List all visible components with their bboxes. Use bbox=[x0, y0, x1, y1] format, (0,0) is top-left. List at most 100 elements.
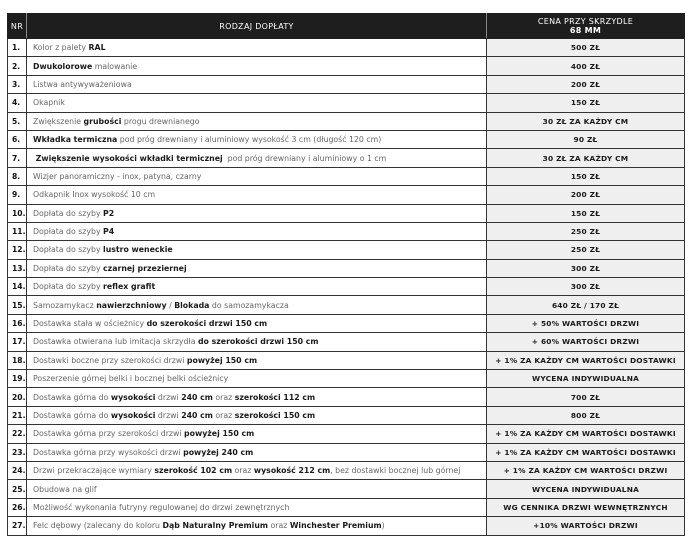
description-bold-segment: P4 bbox=[103, 227, 115, 237]
table-row: 16. Dostawka stała w ościeżnicy do szerok… bbox=[7, 313, 685, 334]
description-bold-segment: czarnej przeziernej bbox=[103, 263, 187, 273]
description-segment: oraz bbox=[268, 521, 290, 531]
row-number: 27. bbox=[7, 516, 27, 536]
row-price: 150 ZŁ bbox=[486, 166, 685, 187]
row-number: 19. bbox=[7, 369, 27, 389]
description-segment: Okapnik bbox=[33, 98, 65, 108]
row-description: Poszerzenie górnej belki i bocznej belki… bbox=[26, 369, 487, 389]
description-segment: Dostawka górna do bbox=[33, 392, 111, 402]
description-segment: Dostawka stała w ościeżnicy bbox=[33, 319, 147, 329]
description-segment: ) bbox=[381, 521, 385, 531]
description-bold-segment: szerokość 102 cm bbox=[154, 466, 233, 476]
description-bold-segment: grubości bbox=[83, 116, 122, 126]
description-segment: Listwa antywyważeniowa bbox=[33, 79, 132, 89]
row-description: Zwiększenie wysokości wkładki termicznej… bbox=[26, 148, 487, 168]
row-number: 22. bbox=[7, 424, 27, 444]
description-segment: Dostawka górna do bbox=[33, 411, 111, 420]
table-row: 22. Dostawka górna przy szerokości drzwi … bbox=[7, 424, 685, 444]
description-segment: oraz bbox=[212, 411, 235, 420]
row-price: 300 ZŁ bbox=[486, 258, 685, 279]
description-segment: Samozamykacz bbox=[33, 300, 97, 310]
row-description: Dostawka górna do wysokości drzwi 240 cm… bbox=[26, 387, 487, 407]
description-bold-segment: wysokości bbox=[110, 411, 156, 420]
description-segment: Poszerzenie górnej belki i bocznej belki… bbox=[33, 374, 229, 384]
header-price-line1: CENA PRZY SKRZYDLE bbox=[537, 17, 634, 26]
row-price: 400 ZŁ bbox=[486, 56, 685, 76]
row-number: 24. bbox=[7, 460, 27, 481]
table-row: 26. Możliwość wykonania futryny regulowan… bbox=[7, 497, 685, 518]
description-segment: Dostawka górna przy wysokości drzwi bbox=[33, 447, 184, 457]
header-price: CENA PRZY SKRZYDLE 68 MM bbox=[486, 13, 685, 39]
row-number: 14. bbox=[7, 277, 27, 297]
row-price: 150 ZŁ bbox=[486, 203, 685, 223]
description-segment: oraz bbox=[232, 466, 254, 476]
table-row: 27. Felc dębowy (zalecany do koloru Dąb N… bbox=[7, 516, 685, 536]
description-bold-segment: lustro weneckie bbox=[103, 245, 173, 255]
row-description: Kolor z palety RAL bbox=[26, 37, 487, 58]
row-number: 17. bbox=[7, 332, 27, 352]
header-nr: NR bbox=[7, 13, 27, 39]
table-row: 24. Drzwi przekraczające wymiary szerokoś… bbox=[7, 460, 685, 481]
description-segment: Dopłata do szyby bbox=[33, 227, 104, 237]
description-segment: Zwiększenie bbox=[33, 116, 84, 126]
row-price: + 60% WARTOŚCI DRZWI bbox=[486, 332, 685, 352]
row-number: 13. bbox=[7, 258, 27, 279]
description-bold-segment: Winchester Premium bbox=[289, 521, 382, 531]
header-type: RODZAJ DOPŁATY bbox=[26, 13, 487, 39]
description-bold-segment: wysokość 212 cm bbox=[253, 466, 331, 476]
row-description: Dostawka stała w ościeżnicy do szerokośc… bbox=[26, 313, 487, 334]
row-number: 10. bbox=[7, 203, 27, 223]
row-description: Dwukolorowe malowanie bbox=[26, 56, 487, 76]
description-segment: Obudowa na glif bbox=[33, 484, 97, 494]
table-row: 1. Kolor z palety RAL 500 ZŁ bbox=[7, 37, 685, 58]
row-description: Dostawka górna przy szerokości drzwi pow… bbox=[26, 424, 487, 444]
description-segment: oraz bbox=[212, 392, 235, 402]
row-description: Wkładka termiczna pod próg drewniany i a… bbox=[26, 129, 487, 150]
row-description: Felc dębowy (zalecany do koloru Dąb Natu… bbox=[26, 516, 487, 536]
row-description: Dostawka górna przy wysokości drzwi powy… bbox=[26, 442, 487, 462]
row-number: 4. bbox=[7, 93, 27, 113]
description-bold-segment: do szerokości drzwi 150 cm bbox=[146, 319, 268, 329]
description-segment: Kolor z palety bbox=[33, 43, 89, 53]
description-segment: Dostawka otwierana lub imitacja skrzydła bbox=[33, 337, 198, 347]
row-number: 23. bbox=[7, 442, 27, 462]
row-description: Listwa antywyważeniowa bbox=[26, 74, 487, 95]
row-price: 300 ZŁ bbox=[486, 277, 685, 297]
row-number: 16. bbox=[7, 313, 27, 334]
row-description: Dopłata do szyby czarnej przeziernej bbox=[26, 258, 487, 279]
row-number: 1. bbox=[7, 37, 27, 58]
row-number: 21. bbox=[7, 405, 27, 426]
description-bold-segment: nawierzchniowy bbox=[96, 300, 167, 310]
row-description: Dostawka górna do wysokości drzwi 240 cm… bbox=[26, 405, 487, 426]
table-row: 21. Dostawka górna do wysokości drzwi 240… bbox=[7, 405, 685, 426]
description-bold-segment: Zwiększenie wysokości wkładki termicznej bbox=[33, 153, 223, 163]
description-segment: Odkapnik Inox wysokość 10 cm bbox=[33, 190, 156, 200]
row-price: WYCENA INDYWIDUALNA bbox=[486, 369, 685, 389]
row-price: 150 ZŁ bbox=[486, 93, 685, 113]
row-price: + 1% ZA KAŻDY CM WARTOŚCI DOSTAWKI bbox=[486, 442, 685, 462]
description-segment: progu drewnianego bbox=[121, 116, 200, 126]
row-description: Dopłata do szyby P4 bbox=[26, 221, 487, 242]
description-bold-segment: Blokada bbox=[174, 300, 210, 310]
description-bold-segment: Wkładka termiczna bbox=[33, 135, 118, 145]
header-price-line2: 68 MM bbox=[569, 26, 602, 35]
description-segment: drzwi bbox=[155, 392, 182, 402]
description-bold-segment: RAL bbox=[88, 43, 106, 53]
row-price: 640 ZŁ / 170 ZŁ bbox=[486, 295, 685, 315]
row-number: 9. bbox=[7, 185, 27, 205]
row-price: + 1% ZA KAŻDY CM WARTOŚCI DOSTAWKI bbox=[486, 424, 685, 444]
row-description: Dopłata do szyby lustro weneckie bbox=[26, 240, 487, 260]
description-segment: Dopłata do szyby bbox=[33, 263, 104, 273]
row-number: 25. bbox=[7, 479, 27, 499]
table-row: 5. Zwiększenie grubości progu drewnianego… bbox=[7, 111, 685, 131]
row-price: 800 ZŁ bbox=[486, 405, 685, 426]
description-bold-segment: Dąb Naturalny Premium bbox=[162, 521, 269, 531]
table-row: 15. Samozamykacz nawierzchniowy / Blokada… bbox=[7, 295, 685, 315]
description-segment: pod próg drewniany i aluminiowy o 1 cm bbox=[222, 153, 387, 163]
row-number: 7. bbox=[7, 148, 27, 168]
description-bold-segment: 240 cm bbox=[181, 392, 213, 402]
row-number: 18. bbox=[7, 350, 27, 371]
description-segment: Wizjer panoramiczny - inox, patyna, czar… bbox=[33, 171, 202, 181]
row-description: Zwiększenie grubości progu drewnianego bbox=[26, 111, 487, 131]
row-price: + 50% WARTOŚCI DRZWI bbox=[486, 313, 685, 334]
